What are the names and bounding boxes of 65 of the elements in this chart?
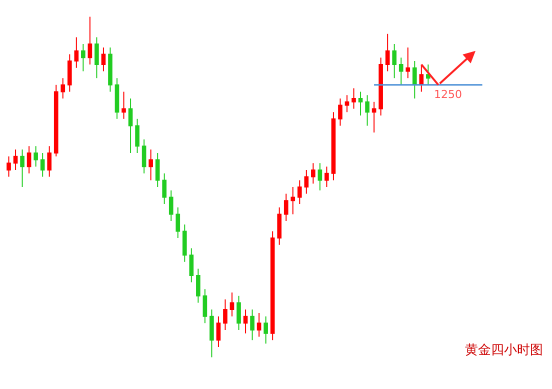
candlestick <box>168 190 174 222</box>
candlestick <box>338 98 342 126</box>
candlestick <box>34 146 38 168</box>
candlestick <box>47 146 52 178</box>
candlestick <box>135 118 140 154</box>
candlestick <box>223 298 228 330</box>
candlestick <box>426 64 430 86</box>
candlestick <box>236 295 241 330</box>
candlestick <box>398 57 404 86</box>
candlestick <box>250 309 254 341</box>
candlestick <box>304 169 309 194</box>
candlestick <box>81 44 86 72</box>
candlestick <box>385 33 390 72</box>
candlestick <box>344 94 350 113</box>
candlestick <box>155 152 160 188</box>
candlestick <box>142 138 146 174</box>
text: 黄金四小时图 <box>465 343 543 358</box>
candlestick <box>128 98 133 154</box>
candlestick <box>189 248 194 283</box>
candlestick <box>101 46 106 72</box>
candlestick <box>406 46 410 79</box>
candlestick <box>256 312 262 338</box>
candlestick <box>318 162 322 191</box>
candlestick <box>290 186 296 215</box>
candlestick <box>67 54 72 92</box>
candlestick <box>60 78 66 99</box>
candlestick <box>6 156 11 178</box>
candlestick <box>54 84 58 157</box>
candlestick <box>270 230 275 341</box>
candlestick <box>230 292 234 317</box>
candlestick <box>412 60 417 99</box>
candlestick <box>419 64 424 92</box>
candlestick <box>114 78 120 120</box>
candlestick <box>297 180 302 205</box>
candlestick <box>148 149 153 181</box>
candlestick <box>372 101 376 134</box>
candlestick <box>284 193 288 222</box>
candlestick <box>202 288 208 324</box>
candlestick <box>365 94 370 126</box>
candlestick <box>216 316 221 348</box>
candlestick <box>176 206 180 239</box>
annotation: 1250 <box>434 88 462 101</box>
candlestick <box>352 88 356 110</box>
candlestick <box>210 309 214 358</box>
candlestick <box>277 206 282 246</box>
candlestick <box>94 36 99 79</box>
candlestick <box>13 149 18 170</box>
candlestick <box>108 46 112 92</box>
candlestick <box>311 162 316 184</box>
candlestick <box>182 224 187 262</box>
candlestick <box>392 44 396 79</box>
candlestick <box>378 57 383 116</box>
candlestick <box>196 268 200 304</box>
candlestick <box>26 146 32 174</box>
candlestick <box>324 166 329 188</box>
candlestick <box>358 91 363 116</box>
candlestick <box>74 36 79 68</box>
candlestick <box>162 172 167 205</box>
candlestick <box>243 309 248 334</box>
candlestick <box>122 91 126 120</box>
candlestick <box>264 316 268 344</box>
candlestick <box>331 112 336 181</box>
candlestick <box>20 149 24 188</box>
candlestick <box>88 16 92 65</box>
candlestick <box>40 152 45 178</box>
